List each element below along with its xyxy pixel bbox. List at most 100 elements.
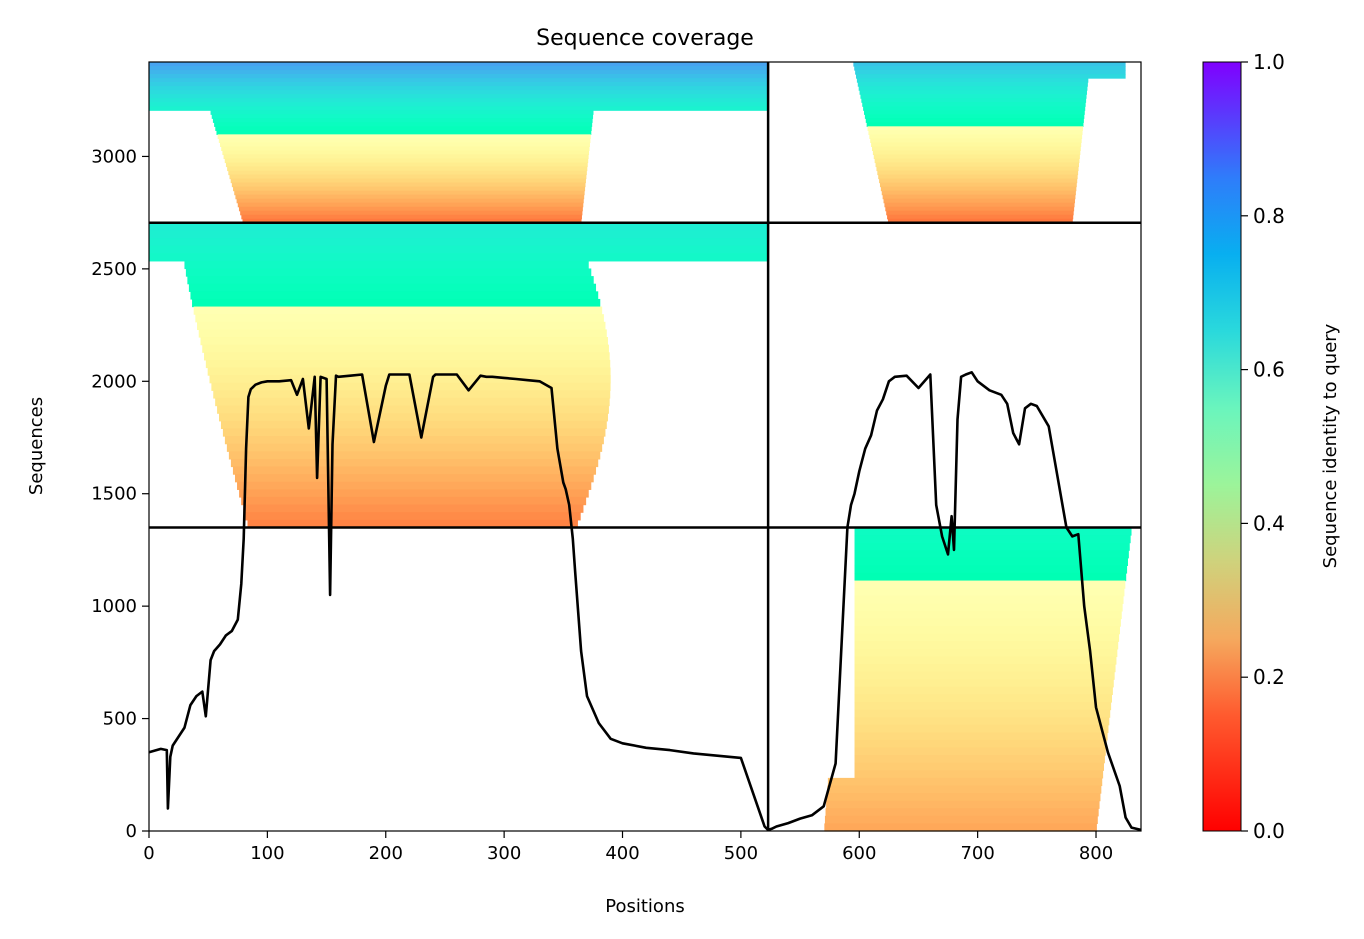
heatmap-strip	[243, 504, 584, 513]
heatmap-strip	[227, 166, 588, 172]
heatmap-strip	[826, 800, 1100, 809]
heatmap-strip	[235, 194, 585, 200]
x-tick-label: 700	[960, 843, 994, 864]
heatmap-strip	[854, 535, 1131, 544]
heatmap-strip	[862, 102, 1086, 107]
heatmap-strip	[192, 298, 601, 308]
heatmap-strip	[854, 724, 1109, 733]
heatmap-strip	[854, 633, 1120, 642]
heatmap-strip	[211, 114, 594, 119]
heatmap-strip	[223, 154, 589, 160]
heatmap-strip	[854, 717, 1110, 726]
heatmap-strip	[853, 62, 1126, 67]
heatmap-strip	[874, 158, 1080, 164]
heatmap-strip	[855, 70, 1126, 75]
heatmap-strip	[826, 793, 1101, 802]
colorbar-tick-label: 0.4	[1253, 511, 1285, 535]
coverage-line	[148, 371, 1142, 832]
heatmap-strip	[854, 747, 1106, 756]
heatmap-strip	[224, 436, 604, 445]
heatmap-strip	[236, 198, 584, 204]
heatmap-strip	[205, 359, 611, 369]
heatmap-strip	[185, 268, 592, 277]
heatmap-strip	[879, 182, 1077, 188]
y-tick-label: 1000	[91, 596, 137, 617]
heatmap-strip	[228, 451, 601, 460]
heatmap-strip	[876, 166, 1079, 172]
y-tick-label: 2000	[91, 371, 137, 392]
heatmap-strip	[854, 66, 1126, 71]
heatmap-strip	[222, 150, 590, 156]
heatmap-strip	[216, 130, 592, 135]
heatmap-strip	[247, 519, 578, 529]
heatmap-strip	[883, 198, 1076, 204]
heatmap-strip	[854, 701, 1112, 711]
heatmap-strip	[884, 202, 1075, 208]
y-tick-label: 1500	[91, 484, 137, 505]
heatmap-strip	[213, 390, 611, 399]
heatmap-strip	[872, 150, 1081, 156]
heatmap-strip	[873, 154, 1080, 160]
heatmap-strip	[198, 329, 607, 338]
heatmap-strip	[207, 367, 611, 376]
heatmap-strip	[240, 210, 583, 216]
heatmap-strip	[854, 755, 1105, 764]
heatmap-strip	[854, 686, 1113, 696]
heatmap-strip	[854, 603, 1123, 612]
heatmap-strip	[869, 134, 1083, 139]
heatmap-strip	[854, 588, 1125, 597]
heatmap-strip	[149, 66, 769, 71]
heatmap-strip	[854, 648, 1118, 658]
heatmap-strip	[215, 397, 610, 407]
heatmap-strip	[214, 122, 593, 127]
heatmap-strip	[854, 542, 1130, 551]
heatmap-strip	[825, 808, 1099, 817]
heatmap-strip	[858, 86, 1088, 91]
heatmap-strip	[193, 306, 603, 315]
heatmap-strip	[149, 62, 769, 67]
heatmap-strip	[217, 405, 609, 414]
heatmap-strip	[149, 70, 769, 75]
coverage-line-layer	[148, 371, 1142, 832]
heatmap-strip	[188, 283, 597, 292]
heatmap-strip	[237, 202, 584, 208]
heatmap-strip	[218, 138, 591, 143]
heatmap-strip	[230, 178, 586, 184]
heatmap-strip	[887, 214, 1074, 220]
heatmap-strip	[231, 182, 586, 188]
heatmap-strip	[870, 138, 1082, 143]
heatmap-strip	[204, 352, 610, 361]
heatmap-strip	[871, 146, 1081, 152]
y-tick-label: 500	[103, 709, 137, 730]
heatmap-strip	[860, 94, 1087, 99]
heatmap-strip	[867, 126, 1083, 131]
heatmap-strip	[875, 162, 1079, 168]
heatmap-strip	[149, 106, 769, 111]
heatmap-strip	[239, 489, 589, 498]
colorbar-tick-label: 0.8	[1253, 204, 1285, 228]
colorbar-tick-label: 0.2	[1253, 665, 1285, 689]
x-tick-label: 200	[369, 843, 403, 864]
heatmap-strip	[220, 420, 607, 430]
heatmap-strip	[854, 641, 1119, 650]
x-tick-label: 400	[605, 843, 639, 864]
heatmap-strip	[859, 90, 1087, 95]
heatmap-strip	[210, 110, 594, 115]
x-tick-label: 500	[724, 843, 758, 864]
heatmap-strip	[234, 474, 594, 483]
heatmap-strip	[880, 186, 1077, 192]
x-axis-label: Positions	[605, 896, 684, 917]
coverage-heatmap	[149, 62, 1132, 832]
heatmap-strip	[149, 74, 769, 79]
heatmap-strip	[195, 314, 604, 323]
heatmap-strip	[229, 174, 587, 180]
heatmap-strip	[854, 732, 1108, 741]
heatmap-strip	[242, 218, 582, 224]
heatmap-strip	[149, 98, 769, 103]
heatmap-strip	[856, 78, 1089, 83]
heatmap-strip	[233, 186, 586, 192]
heatmap-strip	[149, 82, 769, 87]
heatmap-strip	[225, 162, 588, 168]
heatmap-strip	[245, 512, 581, 521]
